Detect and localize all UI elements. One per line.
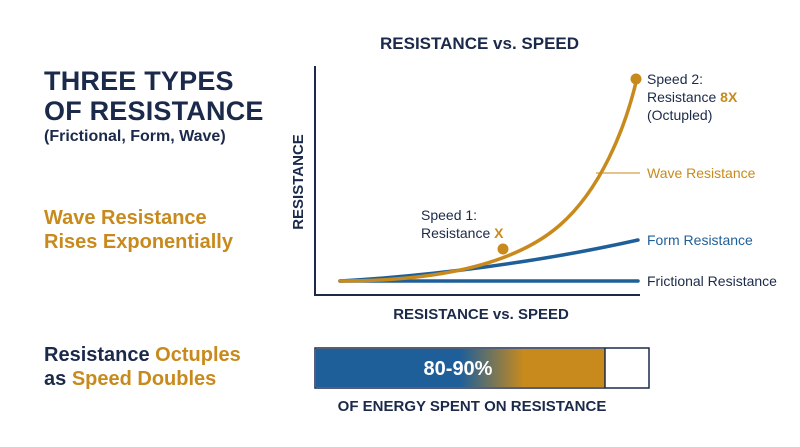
speed2-annotation-line1: Speed 2: — [647, 71, 703, 87]
series-label-wave: Wave Resistance — [647, 165, 756, 181]
speed1-value: X — [494, 225, 504, 241]
energy-bar-fill — [316, 349, 605, 387]
speed1-annotation-line2: Resistance X — [421, 225, 504, 241]
main-title-line1: THREE TYPES — [44, 66, 234, 96]
octuple-highlight: Octuples — [155, 344, 241, 366]
main-title: THREE TYPES OF RESISTANCE — [44, 66, 264, 126]
chart-title: RESISTANCE vs. SPEED — [380, 34, 580, 53]
speed2-annotation-line2: Resistance 8X — [647, 89, 738, 105]
speed2-marker — [630, 73, 642, 85]
wave-resistance-line — [338, 76, 639, 283]
octuple-callout-line2: as Speed Doubles — [44, 367, 241, 391]
x-axis-label: RESISTANCE vs. SPEED — [393, 306, 569, 323]
speed2-annotation-line3: (Octupled) — [647, 107, 712, 123]
wave-callout-line2: Rises Exponentially — [44, 231, 233, 253]
octuple-prefix: Resistance — [44, 344, 156, 366]
octuple-line2-prefix: as — [44, 368, 72, 390]
speed1-annotation-line1: Speed 1: — [421, 207, 477, 223]
speed2-prefix: Resistance — [647, 89, 720, 105]
speed1-marker — [497, 243, 509, 255]
octuple-callout: Resistance Octuples as Speed Doubles — [44, 343, 241, 391]
wave-callout-line1: Wave Resistance — [44, 207, 207, 229]
main-title-line2: OF RESISTANCE — [44, 96, 264, 126]
energy-bar-label: 80-90% — [424, 358, 493, 380]
types-subtitle: (Frictional, Form, Wave) — [44, 128, 226, 145]
speed1-prefix: Resistance — [421, 225, 494, 241]
octuple-callout-line1: Resistance Octuples — [44, 343, 241, 367]
octuple-line2-highlight: Speed Doubles — [71, 368, 217, 390]
wave-callout: Wave Resistance Rises Exponentially — [44, 206, 233, 254]
y-axis-label: RESISTANCE — [290, 134, 307, 230]
series-label-form: Form Resistance — [647, 232, 753, 248]
energy-bar-caption: OF ENERGY SPENT ON RESISTANCE — [338, 398, 607, 415]
speed2-value: 8X — [720, 89, 738, 105]
series-label-frictional: Frictional Resistance — [647, 273, 777, 289]
form-resistance-line — [338, 238, 640, 283]
